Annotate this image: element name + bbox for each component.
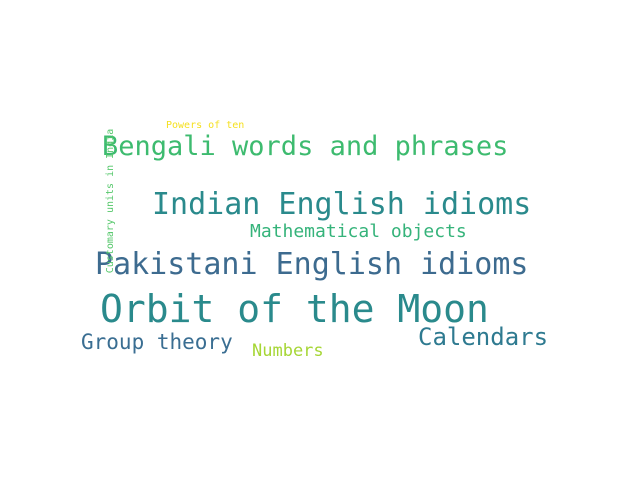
word-numbers: Numbers: [252, 341, 324, 361]
word-indian-english-idioms: Indian English idioms: [152, 187, 532, 222]
word-customary-units-in-india: Customary units in India: [105, 128, 116, 274]
word-bengali-words-and-phrases: Bengali words and phrases: [102, 131, 509, 162]
word-orbit-of-the-moon: Orbit of the Moon: [100, 287, 489, 331]
word-calendars: Calendars: [418, 323, 549, 351]
word-pakistani-english-idioms: Pakistani English idioms: [95, 247, 529, 282]
word-group-theory: Group theory: [81, 330, 233, 354]
word-powers-of-ten: Powers of ten: [166, 120, 245, 131]
word-mathematical-objects: Mathematical objects: [250, 221, 467, 242]
